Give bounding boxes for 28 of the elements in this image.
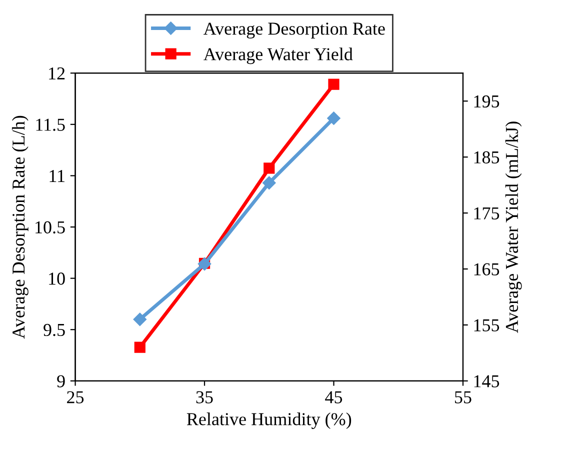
y-tick-label: 11.5: [36, 118, 65, 131]
y-tick-label: 11: [50, 170, 64, 182]
x-tick-label: 35: [196, 391, 213, 404]
point: [328, 78, 340, 90]
y2-axis-title: Average Water Yield (mL/kJ): [505, 122, 522, 333]
y2-tick-label: 165: [474, 263, 500, 276]
y2-tick-label: 175: [474, 207, 500, 220]
x-tick-label: 25: [67, 391, 84, 404]
point: [264, 162, 275, 174]
legend-label: Average Water Yield: [204, 48, 353, 64]
point: [327, 112, 340, 125]
point: [133, 312, 146, 326]
y-tick-label: 10.5: [36, 221, 65, 234]
y2-tick-label: 185: [474, 151, 500, 164]
y2-tick-label: 145: [474, 375, 500, 388]
x-axis-title: Relative Humidity (%): [186, 412, 352, 429]
y2-tick-label: 195: [474, 95, 500, 108]
y-tick-label: 12: [49, 67, 65, 80]
x-tick-label: 45: [325, 391, 342, 404]
point: [134, 342, 146, 353]
y-tick-label: 9: [57, 375, 65, 388]
x-tick-label: 55: [455, 391, 472, 404]
y2-tick-label: 155: [474, 319, 500, 332]
y-tick-label: 9.5: [44, 324, 65, 336]
legend-label: Average Desorption Rate: [204, 22, 385, 39]
y-tick-label: 10: [49, 272, 65, 285]
y-axis-title: Average Desorption Rate (L/h): [12, 116, 28, 339]
point: [262, 176, 276, 190]
